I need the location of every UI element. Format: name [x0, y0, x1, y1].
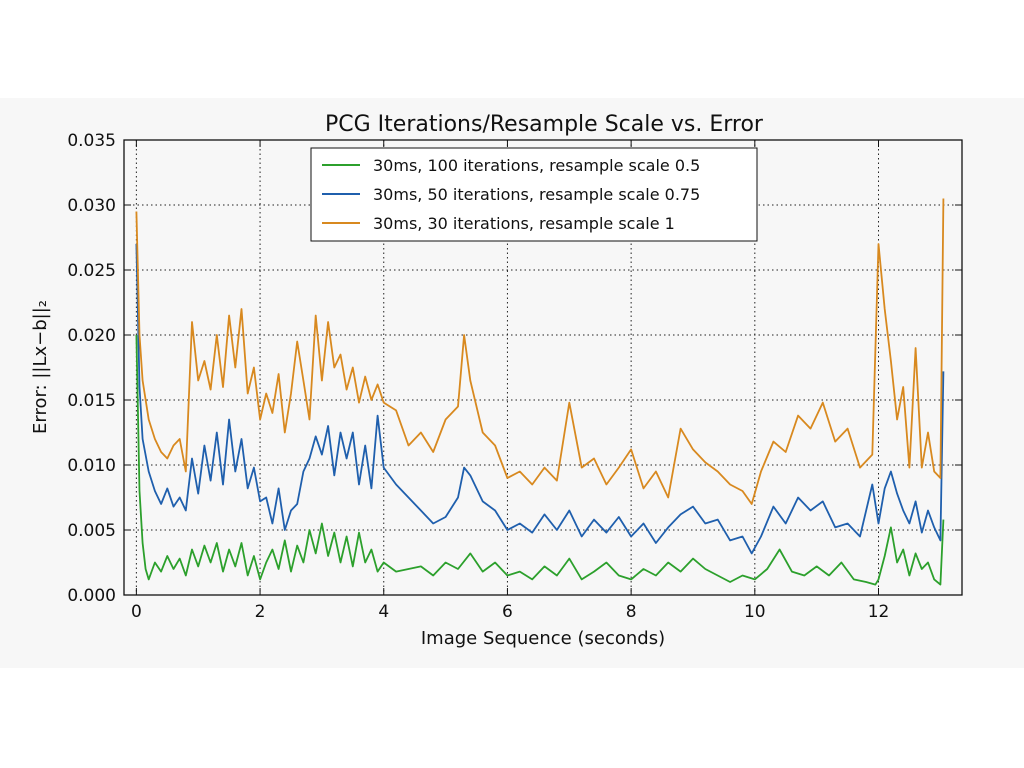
- legend-box: [310, 147, 758, 242]
- plot-frame: [123, 139, 963, 596]
- y-tick-label: 0.030: [67, 196, 116, 216]
- series-line-2: [135, 243, 945, 555]
- x-tick-label: 4: [378, 602, 389, 622]
- line-chart: PCG Iterations/Resample Scale vs. Error …: [30, 112, 963, 649]
- series-group: [135, 198, 945, 586]
- y-tick-label: 0.000: [67, 586, 116, 606]
- y-tick-label: 0.015: [67, 391, 116, 411]
- legend-label-2: 30ms, 50 iterations, resample scale 0.75: [373, 185, 700, 204]
- y-tick-label: 0.010: [67, 456, 116, 476]
- x-tick-label: 8: [626, 602, 637, 622]
- y-tick-label: 0.005: [67, 521, 116, 541]
- x-tick-label: 12: [868, 602, 890, 622]
- x-tick-label: 10: [744, 602, 766, 622]
- y-tick-label: 0.035: [67, 131, 116, 151]
- x-tick-label: 2: [255, 602, 266, 622]
- x-tick-label: 6: [502, 602, 513, 622]
- x-tick-label: 0: [131, 602, 142, 622]
- figure-panel: PCG Iterations/Resample Scale vs. Error …: [0, 98, 1024, 668]
- x-axis-label: Image Sequence (seconds): [421, 628, 665, 649]
- y-tick-label: 0.020: [67, 326, 116, 346]
- legend-label-3: 30ms, 30 iterations, resample scale 1: [373, 214, 675, 233]
- legend-label-1: 30ms, 100 iterations, resample scale 0.5: [373, 156, 700, 175]
- y-tick-label: 0.025: [67, 261, 116, 281]
- y-axis-label: Error: ||Lx−b||₂: [30, 300, 51, 434]
- ticks: 0 2 4 6 8 10 12 0.000 0.005 0.010 0.015 0.020 0.025 0…: [67, 131, 962, 622]
- series-line-3: [135, 198, 945, 505]
- legend: 30ms, 100 iterations, resample scale 0.5…: [310, 147, 758, 242]
- chart-title: PCG Iterations/Resample Scale vs. Error: [325, 112, 764, 137]
- series-line-1: [135, 334, 945, 586]
